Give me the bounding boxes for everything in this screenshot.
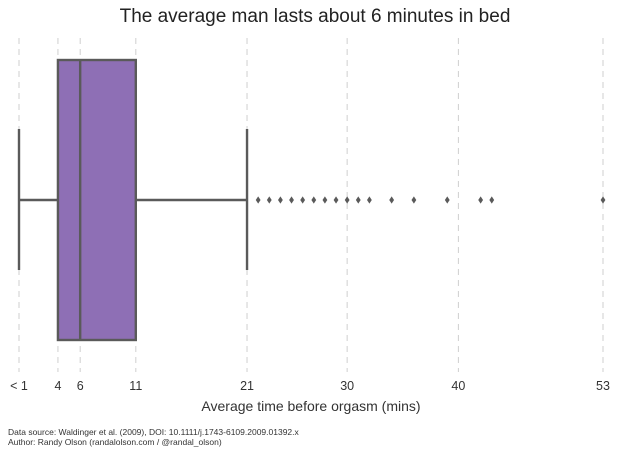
x-tick-labels: < 1 4 6 11 21 30 40 53 xyxy=(10,379,610,393)
footer-author: Author: Randy Olson (randalolson.com / @… xyxy=(8,437,222,447)
outlier-point xyxy=(333,196,339,204)
x-tick-label: < 1 xyxy=(10,379,28,393)
outlier-point xyxy=(322,196,328,204)
outlier-point xyxy=(389,196,395,204)
outlier-point xyxy=(255,196,261,204)
outlier-point xyxy=(289,196,294,204)
outlier-point xyxy=(355,196,361,204)
outlier-point xyxy=(311,196,317,204)
outlier-point xyxy=(600,196,606,204)
interquartile-box xyxy=(56,58,138,342)
chart-title: The average man lasts about 6 minutes in… xyxy=(120,6,511,27)
x-tick-label: 30 xyxy=(340,379,354,393)
x-axis-label: Average time before orgasm (mins) xyxy=(201,398,420,414)
box-plot xyxy=(17,58,606,342)
outlier-point xyxy=(300,196,306,204)
outlier-point xyxy=(444,196,450,204)
x-tick-label: 4 xyxy=(54,379,61,393)
outlier-point xyxy=(367,196,372,204)
x-tick-label: 6 xyxy=(77,379,84,393)
outlier-point xyxy=(489,196,495,204)
footer-source: Data source: Waldinger et al. (2009), DO… xyxy=(8,427,300,437)
x-tick-label: 11 xyxy=(129,379,142,393)
outlier-point xyxy=(266,196,272,204)
x-tick-label: 21 xyxy=(240,379,254,393)
outlier-point xyxy=(344,196,350,204)
outlier-point xyxy=(278,196,283,204)
x-tick-label: 40 xyxy=(451,379,465,393)
x-tick-label: 53 xyxy=(596,379,610,393)
outlier-point xyxy=(411,196,417,204)
outlier-point xyxy=(478,196,484,204)
